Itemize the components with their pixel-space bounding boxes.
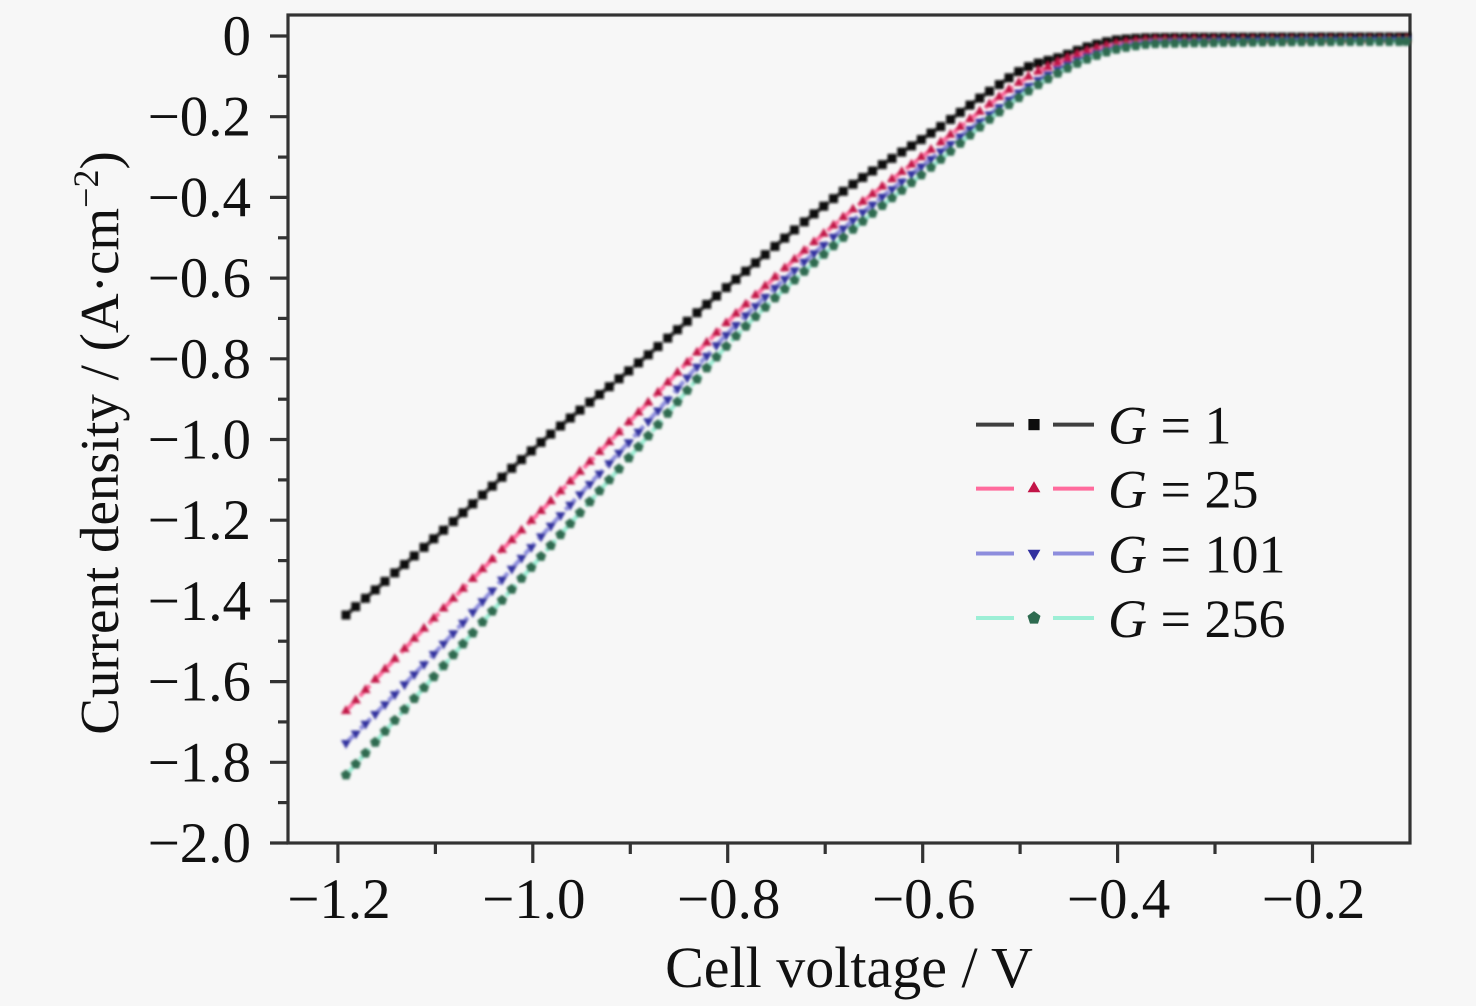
svg-text:−1.8: −1.8 <box>148 731 251 794</box>
svg-text:G = 101: G = 101 <box>1108 525 1285 585</box>
svg-text:−2.0: −2.0 <box>148 812 251 875</box>
svg-text:−0.4: −0.4 <box>1067 868 1170 931</box>
svg-text:−1.4: −1.4 <box>148 570 251 633</box>
svg-text:−0.8: −0.8 <box>148 328 251 391</box>
svg-text:−1.6: −1.6 <box>148 651 251 714</box>
svg-text:−0.4: −0.4 <box>148 166 251 229</box>
svg-text:−1.0: −1.0 <box>148 409 251 472</box>
svg-text:−1.2: −1.2 <box>148 489 251 552</box>
svg-text:−0.2: −0.2 <box>148 86 251 149</box>
svg-text:−0.6: −0.6 <box>872 868 975 931</box>
svg-text:G = 1: G = 1 <box>1108 396 1231 456</box>
svg-text:−1.2: −1.2 <box>287 868 390 931</box>
svg-text:−0.6: −0.6 <box>148 247 251 310</box>
svg-text:−0.2: −0.2 <box>1262 868 1365 931</box>
svg-text:−0.8: −0.8 <box>677 868 780 931</box>
svg-text:Cell voltage / V: Cell voltage / V <box>665 935 1033 1000</box>
svg-text:−1.0: −1.0 <box>482 868 585 931</box>
svg-text:G = 25: G = 25 <box>1108 460 1258 520</box>
svg-text:0: 0 <box>223 5 252 68</box>
svg-text:Current density / (A·cm−2): Current density / (A·cm−2) <box>66 151 130 735</box>
svg-text:G = 256: G = 256 <box>1108 589 1285 649</box>
